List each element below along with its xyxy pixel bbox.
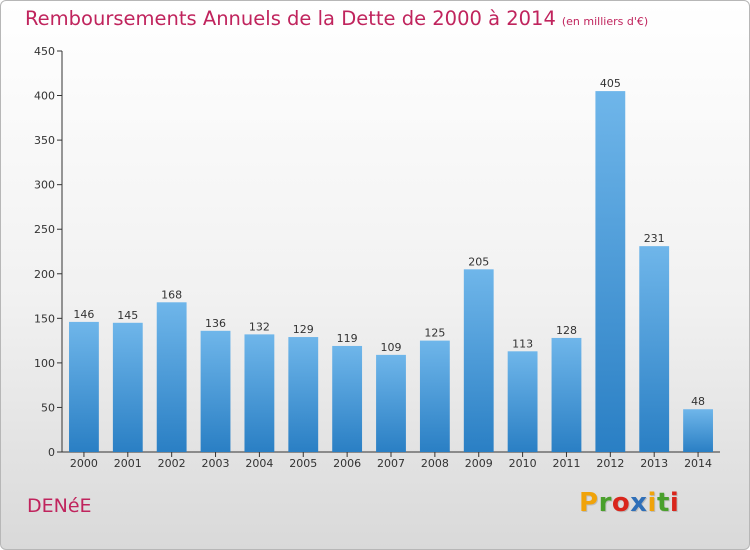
value-label-2005: 129 (293, 323, 314, 336)
value-label-2006: 119 (337, 332, 358, 345)
value-label-2010: 113 (512, 337, 533, 350)
bar-2014 (683, 409, 713, 452)
bar-2009 (463, 269, 494, 452)
bar-2005 (288, 337, 319, 452)
logo-letter: i (647, 488, 657, 518)
value-label-2004: 132 (249, 320, 270, 333)
chart-title: Remboursements Annuels de la Dette de 20… (25, 7, 648, 30)
value-label-2011: 128 (556, 324, 577, 337)
value-label-2000: 146 (73, 308, 94, 321)
bar-2002 (156, 302, 187, 452)
x-axis-ticks: 2000 2001 2002 2003 2004 2005 2006 2007 2008 2009… (70, 452, 712, 470)
proxiti-logo: Proxiti (579, 488, 679, 518)
x-tick-label-2008: 2008 (421, 457, 449, 470)
x-tick-label-2002: 2002 (158, 457, 186, 470)
bar-2006 (332, 345, 363, 452)
bar-2000 (69, 321, 99, 452)
bar-2001 (112, 322, 143, 452)
bar-2011 (551, 337, 582, 452)
bar-2013 (639, 246, 670, 452)
value-label-2008: 125 (424, 327, 445, 340)
value-label-2002: 168 (161, 288, 182, 301)
logo-letter: r (598, 488, 612, 518)
logo-letter: o (611, 488, 631, 518)
logo-letter: x (630, 488, 648, 518)
logo-letter: t (656, 488, 670, 518)
bar-2008 (419, 340, 450, 452)
y-tick-label: 50 (41, 401, 55, 414)
y-tick-label: 200 (34, 268, 55, 281)
value-label-2007: 109 (381, 341, 402, 354)
y-tick-label: 400 (34, 90, 55, 103)
chart-subtitle: (en milliers d'€) (561, 15, 649, 28)
chart-title-text: Remboursements Annuels de la Dette de 20… (25, 7, 556, 30)
value-label-2003: 136 (205, 317, 226, 330)
x-tick-label-2005: 2005 (289, 457, 317, 470)
bar-2012 (595, 91, 626, 452)
value-label-2014: 48 (691, 395, 705, 408)
x-tick-label-2009: 2009 (465, 457, 493, 470)
x-tick-label-2004: 2004 (245, 457, 273, 470)
x-tick-label-2014: 2014 (684, 457, 712, 470)
x-tick-label-2007: 2007 (377, 457, 405, 470)
commune-name: DENéE (27, 495, 92, 517)
x-tick-label-2011: 2011 (552, 457, 580, 470)
value-label-2013: 231 (644, 232, 665, 245)
y-tick-label: 250 (34, 223, 55, 236)
x-tick-label-2000: 2000 (70, 457, 98, 470)
value-label-2012: 405 (600, 77, 621, 90)
logo-letter: i (669, 488, 680, 518)
y-tick-label: 450 (34, 45, 55, 58)
logo-letter: P (579, 488, 599, 518)
y-tick-label: 100 (34, 357, 55, 370)
y-tick-label: 350 (34, 134, 55, 147)
bar-2004 (244, 334, 275, 452)
x-tick-label-2013: 2013 (640, 457, 668, 470)
x-tick-label-2003: 2003 (202, 457, 230, 470)
x-tick-label-2010: 2010 (509, 457, 537, 470)
value-label-2009: 205 (468, 255, 489, 268)
x-tick-label-2001: 2001 (114, 457, 142, 470)
y-tick-label: 300 (34, 179, 55, 192)
bar-2010 (507, 351, 538, 452)
y-tick-label: 0 (48, 446, 55, 459)
value-label-2001: 145 (117, 309, 138, 322)
y-axis-ticks: 0 50 100 150 200 250 300 350 400 450 (34, 45, 62, 459)
value-labels: 146 145 168 136 132 129 119 109 125 205 113 128 405 2… (73, 77, 705, 408)
x-tick-label-2006: 2006 (333, 457, 361, 470)
bar-2003 (200, 330, 231, 452)
bars-group (69, 91, 713, 452)
y-tick-label: 150 (34, 312, 55, 325)
x-tick-label-2012: 2012 (596, 457, 624, 470)
bar-2007 (376, 354, 406, 452)
